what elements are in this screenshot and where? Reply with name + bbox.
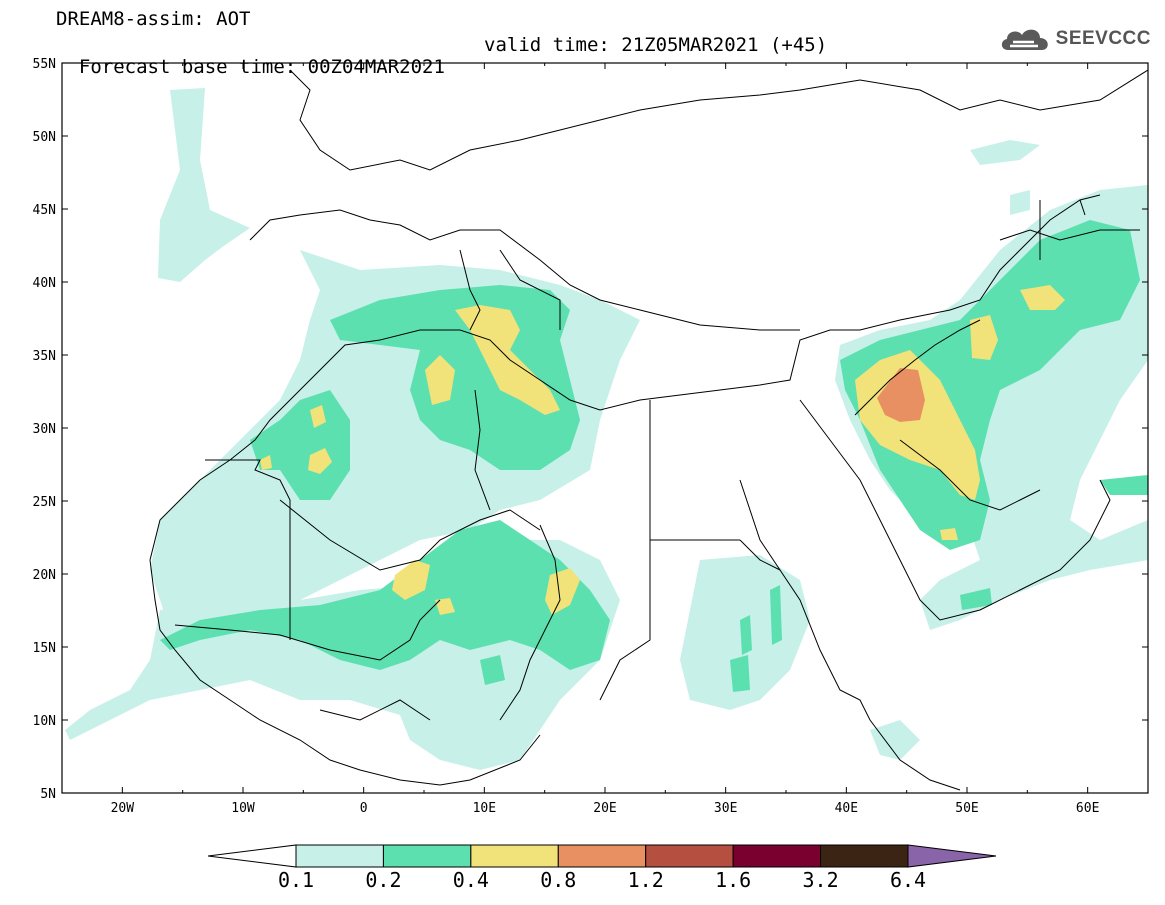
lat-tick-label: 5N (40, 787, 56, 802)
base-time: Forecast base time: 00Z04MAR2021 (78, 56, 445, 78)
lat-tick-label: 30N (33, 422, 56, 437)
map-title: DREAM8-assim: AOT (56, 8, 251, 30)
lon-tick-label: 20W (111, 801, 135, 816)
lon-tick-label: 10E (473, 801, 496, 816)
colorbar-swatch (645, 844, 734, 868)
colorbar-low-triangle (207, 844, 297, 868)
valid-time: valid time: 21Z05MAR2021 (+45) (484, 34, 828, 56)
lon-tick-label: 60E (1076, 801, 1099, 816)
colorbar-level-label: 3.2 (803, 868, 839, 892)
colorbar-swatch (470, 844, 559, 868)
colorbar-swatch (295, 844, 384, 868)
cloud-logo-icon (1001, 29, 1048, 50)
axes: 55N 50N 45N 40N 35N 30N 25N 20N 15N 10N 5N 20W 10W 0 1… (33, 57, 1149, 816)
colorbar-swatch (382, 844, 472, 868)
lon-tick-label: 20E (593, 801, 616, 816)
lon-tick-label: 50E (955, 801, 978, 816)
lon-tick-label: 0 (360, 801, 368, 816)
forecast-times: Forecast base time: 00Z04MAR2021 valid t… (56, 34, 827, 100)
colorbar-level-label: 0.1 (278, 868, 314, 892)
colorbar-level-label: 1.6 (715, 868, 751, 892)
colorbar-level-label: 0.2 (365, 868, 401, 892)
lon-tick-label: 40E (835, 801, 858, 816)
lat-tick-label: 20N (33, 568, 56, 583)
logo-text: SEEVCCC (1055, 28, 1151, 49)
aot-field (65, 88, 1148, 770)
colorbar-level-label: 0.4 (453, 868, 489, 892)
seevccc-logo: SEEVCCC (998, 24, 1151, 54)
lat-tick-label: 10N (33, 714, 56, 729)
colorbar-level-label: 6.4 (890, 868, 926, 892)
lat-tick-label: 50N (33, 130, 56, 145)
lon-tick-label: 30E (714, 801, 737, 816)
colorbar-swatch (557, 844, 647, 868)
lat-tick-label: 40N (33, 276, 56, 291)
colorbar-level-label: 1.2 (628, 868, 664, 892)
lat-tick-label: 15N (33, 641, 56, 656)
lat-tick-label: 35N (33, 349, 56, 364)
lon-tick-label: 10W (231, 801, 255, 816)
lat-tick-label: 25N (33, 495, 56, 510)
colorbar: 0.1 0.2 0.4 0.8 1.2 1.6 3.2 6.4 (207, 844, 997, 892)
colorbar-swatch (732, 844, 822, 868)
lat-tick-label: 55N (33, 57, 56, 72)
aot-level-0.8 (877, 368, 925, 422)
coastlines (149, 69, 1148, 791)
lat-tick-label: 45N (33, 203, 56, 218)
colorbar-high-triangle (907, 844, 997, 868)
colorbar-level-label: 0.8 (540, 868, 576, 892)
colorbar-swatch (820, 844, 909, 868)
